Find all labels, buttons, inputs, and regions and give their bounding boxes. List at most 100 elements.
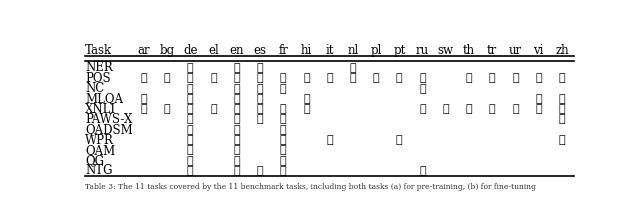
Text: ru: ru: [416, 44, 429, 57]
Text: ✓: ✓: [349, 63, 356, 73]
Text: ✓: ✓: [257, 114, 263, 124]
Text: ✓: ✓: [280, 104, 287, 114]
Text: ✓: ✓: [257, 104, 263, 114]
Text: ✓: ✓: [234, 135, 240, 145]
Text: ✓: ✓: [187, 145, 193, 155]
Text: el: el: [208, 44, 219, 57]
Text: MLQA: MLQA: [85, 92, 123, 105]
Text: ✓: ✓: [559, 135, 565, 145]
Text: NC: NC: [85, 82, 104, 95]
Text: bg: bg: [159, 44, 175, 57]
Text: ✓: ✓: [326, 73, 333, 83]
Text: ✓: ✓: [234, 63, 240, 73]
Text: ✓: ✓: [535, 73, 542, 83]
Text: ✓: ✓: [489, 104, 495, 114]
Text: ✓: ✓: [396, 135, 403, 145]
Text: es: es: [253, 44, 266, 57]
Text: ✓: ✓: [419, 166, 426, 176]
Text: ✓: ✓: [559, 94, 565, 104]
Text: zh: zh: [555, 44, 569, 57]
Text: ✓: ✓: [187, 166, 193, 176]
Text: ✓: ✓: [280, 166, 287, 176]
Text: hi: hi: [301, 44, 312, 57]
Text: ✓: ✓: [419, 84, 426, 94]
Text: it: it: [325, 44, 333, 57]
Text: ✓: ✓: [257, 73, 263, 83]
Text: ✓: ✓: [187, 73, 193, 83]
Text: ✓: ✓: [442, 104, 449, 114]
Text: PAWS-X: PAWS-X: [85, 113, 132, 126]
Text: ✓: ✓: [280, 114, 287, 124]
Text: ✓: ✓: [326, 135, 333, 145]
Text: NTG: NTG: [85, 165, 113, 178]
Text: ✓: ✓: [419, 104, 426, 114]
Text: pt: pt: [393, 44, 405, 57]
Text: QG: QG: [85, 154, 104, 167]
Text: ✓: ✓: [512, 73, 519, 83]
Text: ✓: ✓: [535, 94, 542, 104]
Text: ✓: ✓: [280, 135, 287, 145]
Text: ✓: ✓: [257, 94, 263, 104]
Text: ✓: ✓: [280, 73, 287, 83]
Text: Table 3: The 11 tasks covered by the 11 benchmark tasks, including both tasks (a: Table 3: The 11 tasks covered by the 11 …: [85, 183, 536, 191]
Text: ✓: ✓: [280, 84, 287, 94]
Text: ✓: ✓: [419, 73, 426, 83]
Text: en: en: [229, 44, 244, 57]
Text: ✓: ✓: [187, 104, 193, 114]
Text: ✓: ✓: [187, 156, 193, 166]
Text: ur: ur: [509, 44, 522, 57]
Text: nl: nl: [347, 44, 358, 57]
Text: de: de: [183, 44, 197, 57]
Text: ✓: ✓: [257, 166, 263, 176]
Text: ✓: ✓: [489, 73, 495, 83]
Text: NER: NER: [85, 62, 113, 74]
Text: ✓: ✓: [466, 73, 472, 83]
Text: ✓: ✓: [234, 94, 240, 104]
Text: ✓: ✓: [234, 125, 240, 135]
Text: ✓: ✓: [234, 145, 240, 155]
Text: ✓: ✓: [559, 114, 565, 124]
Text: ✓: ✓: [210, 104, 217, 114]
Text: ✓: ✓: [164, 104, 170, 114]
Text: ✓: ✓: [280, 156, 287, 166]
Text: ✓: ✓: [140, 94, 147, 104]
Text: ✓: ✓: [140, 73, 147, 83]
Text: ✓: ✓: [303, 94, 310, 104]
Text: ✓: ✓: [559, 104, 565, 114]
Text: ✓: ✓: [303, 104, 310, 114]
Text: POS: POS: [85, 72, 111, 85]
Text: ✓: ✓: [234, 166, 240, 176]
Text: ✓: ✓: [257, 84, 263, 94]
Text: sw: sw: [438, 44, 454, 57]
Text: tr: tr: [487, 44, 497, 57]
Text: ✓: ✓: [234, 104, 240, 114]
Text: ar: ar: [138, 44, 150, 57]
Text: ✓: ✓: [559, 73, 565, 83]
Text: ✓: ✓: [140, 104, 147, 114]
Text: ✓: ✓: [164, 73, 170, 83]
Text: ✓: ✓: [187, 135, 193, 145]
Text: ✓: ✓: [234, 114, 240, 124]
Text: vi: vi: [534, 44, 544, 57]
Text: ✓: ✓: [257, 63, 263, 73]
Text: ✓: ✓: [187, 114, 193, 124]
Text: ✓: ✓: [187, 94, 193, 104]
Text: ✓: ✓: [210, 73, 217, 83]
Text: ✓: ✓: [187, 125, 193, 135]
Text: ✓: ✓: [512, 104, 519, 114]
Text: ✓: ✓: [466, 104, 472, 114]
Text: fr: fr: [278, 44, 288, 57]
Text: ✓: ✓: [535, 104, 542, 114]
Text: ✓: ✓: [187, 63, 193, 73]
Text: QAM: QAM: [85, 144, 115, 157]
Text: ✓: ✓: [396, 73, 403, 83]
Text: WPR: WPR: [85, 134, 114, 147]
Text: ✓: ✓: [372, 73, 380, 83]
Text: ✓: ✓: [280, 145, 287, 155]
Text: ✓: ✓: [187, 84, 193, 94]
Text: ✓: ✓: [349, 73, 356, 83]
Text: XNLI: XNLI: [85, 103, 116, 116]
Text: QADSM: QADSM: [85, 123, 132, 136]
Text: ✓: ✓: [234, 73, 240, 83]
Text: ✓: ✓: [303, 73, 310, 83]
